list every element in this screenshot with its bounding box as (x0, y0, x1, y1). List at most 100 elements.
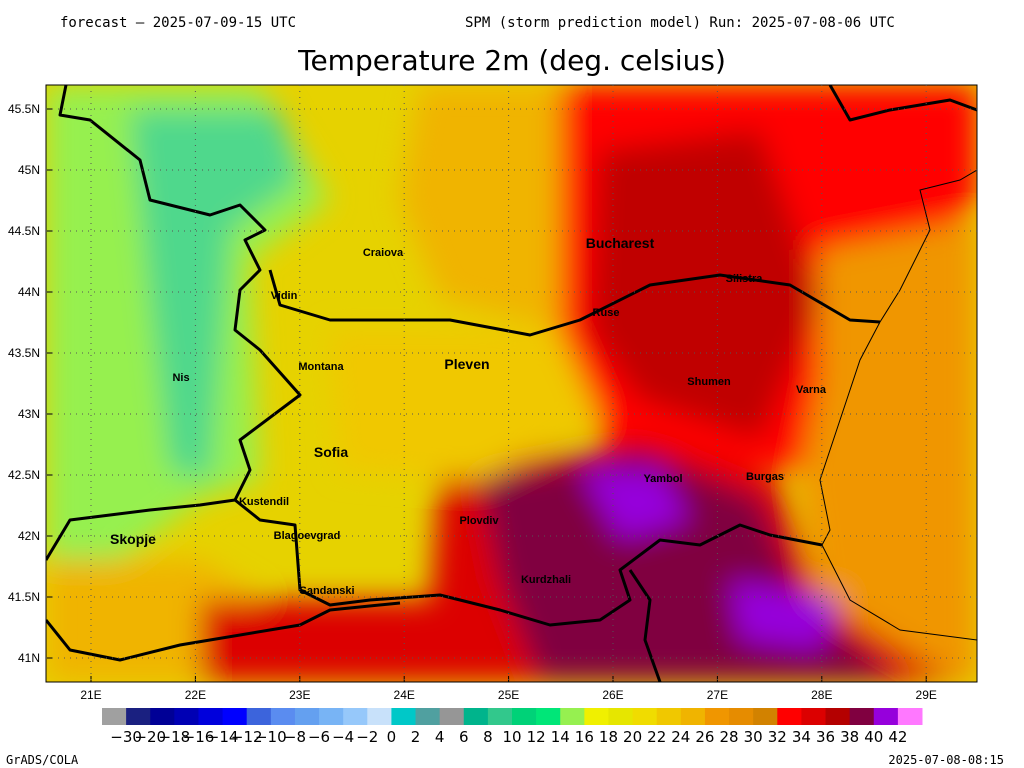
colorbar-box (102, 708, 127, 725)
colorbar-box (801, 708, 827, 725)
city-label: Skopje (110, 531, 156, 547)
lat-label: 45.5N (8, 102, 40, 116)
lon-label: 23E (289, 688, 310, 702)
colorbar-box (222, 708, 248, 725)
city-label: Craiova (363, 247, 404, 259)
city-label: Silistra (726, 273, 764, 285)
lon-label: 28E (811, 688, 832, 702)
city-label: Burgas (746, 471, 784, 483)
colorbar-box (270, 708, 296, 725)
city-label: Montana (298, 361, 344, 373)
colorbar-label: −8 (284, 728, 306, 746)
temperature-field (46, 85, 977, 682)
colorbar-box (246, 708, 272, 725)
colorbar-label: 6 (459, 728, 469, 746)
city-label: Kurdzhali (521, 574, 571, 586)
colorbar-box (294, 708, 320, 725)
city-label: Nis (172, 372, 189, 384)
colorbar-box (608, 708, 634, 725)
lon-label: 24E (394, 688, 415, 702)
colorbar-label: −6 (308, 728, 330, 746)
colorbar-box (174, 708, 199, 725)
colorbar-box (198, 708, 224, 725)
map-title: Temperature 2m (deg. celsius) (297, 44, 726, 77)
colorbar-label: 22 (647, 728, 666, 746)
colorbar-box (849, 708, 875, 725)
colorbar-box (150, 708, 175, 725)
run-label: SPM (storm prediction model) Run: 2025-0… (465, 15, 895, 31)
colorbar-box (704, 708, 730, 725)
colorbar-label: −12 (231, 728, 263, 746)
colorbar-box (656, 708, 682, 725)
lat-label: 43.5N (8, 346, 40, 360)
city-label: Pleven (444, 356, 489, 372)
colorbar-box (873, 708, 899, 725)
colorbar-label: 30 (744, 728, 763, 746)
colorbar-box (391, 708, 417, 725)
colorbar-box (439, 708, 465, 725)
colorbar-label: 32 (768, 728, 787, 746)
lon-label: 22E (185, 688, 206, 702)
lat-label: 44N (18, 285, 40, 299)
colorbar-box (777, 708, 802, 725)
colorbar-box (584, 708, 609, 725)
colorbar-label: 28 (720, 728, 739, 746)
colorbar-label: 24 (671, 728, 690, 746)
lon-label: 29E (916, 688, 937, 702)
colorbar-box (415, 708, 441, 725)
footer-right: 2025-07-08-08:15 (888, 753, 1004, 767)
city-label: Blagoevgrad (274, 530, 341, 542)
lat-label: 41N (18, 651, 40, 665)
colorbar-box (319, 708, 344, 725)
city-label: Ruse (593, 307, 620, 319)
colorbar-box (536, 708, 561, 725)
colorbar-label: 20 (623, 728, 642, 746)
lat-label: 41.5N (8, 590, 40, 604)
colorbar-box (463, 708, 489, 725)
colorbar-label: 36 (816, 728, 835, 746)
city-label: Sofia (314, 444, 348, 460)
lat-label: 42N (18, 529, 40, 543)
colorbar-box (126, 708, 151, 725)
colorbar-box (487, 708, 513, 725)
lat-label: 44.5N (8, 224, 40, 238)
colorbar-label: 14 (551, 728, 570, 746)
lon-label: 26E (602, 688, 623, 702)
city-label: Varna (796, 384, 827, 396)
colorbar-label: 16 (575, 728, 594, 746)
colorbar-label: −30 (110, 728, 142, 746)
colorbar-label: 4 (435, 728, 445, 746)
forecast-label: forecast – 2025-07-09-15 UTC (60, 15, 296, 31)
colorbar-box (512, 708, 537, 725)
colorbar-label: −14 (207, 728, 239, 746)
city-label: Vidin (271, 290, 298, 302)
lon-label: 21E (80, 688, 101, 702)
colorbar-label: 12 (527, 728, 546, 746)
colorbar-box (367, 708, 392, 725)
colorbar-box (680, 708, 706, 725)
colorbar-label: −10 (255, 728, 287, 746)
lat-label: 43N (18, 407, 40, 421)
colorbar-label: 0 (387, 728, 397, 746)
lon-label: 25E (498, 688, 519, 702)
colorbar-label: 34 (792, 728, 811, 746)
colorbar-label: 40 (864, 728, 883, 746)
city-label: Bucharest (586, 235, 655, 251)
colorbar-label: −4 (332, 728, 354, 746)
city-label: Kustendil (239, 496, 289, 508)
city-label: Sandanski (299, 585, 354, 597)
colorbar-label: 38 (840, 728, 859, 746)
colorbar-box (825, 708, 851, 725)
lat-label: 45N (18, 163, 40, 177)
colorbar-box (343, 708, 368, 725)
colorbar-box (560, 708, 585, 725)
colorbar-label: 2 (411, 728, 421, 746)
colorbar-label: 18 (599, 728, 618, 746)
city-label: Shumen (687, 376, 731, 388)
city-label: Yambol (643, 473, 682, 485)
colorbar-box (632, 708, 658, 725)
colorbar-label: −20 (134, 728, 166, 746)
colorbar-label: 26 (695, 728, 714, 746)
